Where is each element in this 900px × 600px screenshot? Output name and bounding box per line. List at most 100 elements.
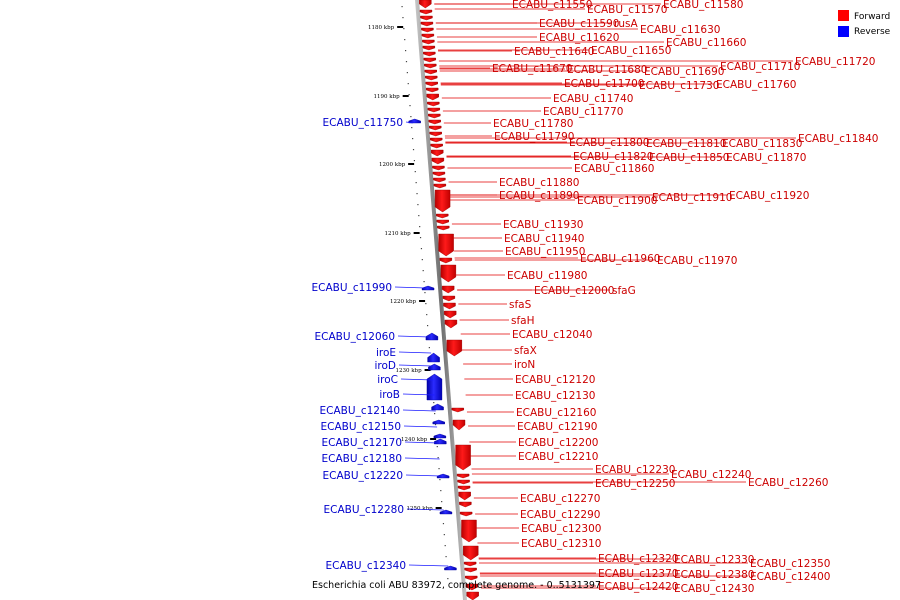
forward-gene-label: ECABU_c12190 <box>517 421 597 433</box>
forward-gene <box>427 101 440 107</box>
reverse-leader-line <box>405 121 413 124</box>
reverse-leader-line <box>398 364 433 367</box>
forward-gene-label: ECABU_c11760 <box>716 79 796 91</box>
scale-dot <box>444 545 446 547</box>
forward-gene-label: ECABU_c11720 <box>795 56 875 68</box>
forward-gene <box>429 131 442 137</box>
scale-dot <box>441 501 443 503</box>
forward-gene <box>426 93 439 101</box>
forward-gene-label: ECABU_c11620 <box>539 32 619 44</box>
forward-gene-label: ECABU_c11680 <box>567 64 647 76</box>
axis-tick-mark <box>408 163 415 165</box>
forward-gene-label: ECABU_c11980 <box>507 270 587 282</box>
scale-dot <box>413 160 415 162</box>
scale-dot <box>411 127 413 129</box>
reverse-gene-label: ECABU_c12140 <box>320 405 400 417</box>
forward-gene <box>433 177 446 183</box>
forward-gene <box>432 171 446 177</box>
forward-gene <box>428 113 441 119</box>
forward-gene-label: ECABU_c11880 <box>499 177 579 189</box>
forward-gene-label: ECABU_c11640 <box>514 46 594 58</box>
scale-dot <box>440 490 442 492</box>
forward-gene <box>461 519 477 543</box>
forward-gene-label: ECABU_c12290 <box>520 509 600 521</box>
forward-gene-label: ECABU_c11970 <box>657 255 737 267</box>
figure-caption: Escherichia coli ABU 83972, complete gen… <box>312 580 601 591</box>
scale-dot <box>401 6 403 8</box>
forward-gene-label: ECABU_c11950 <box>505 246 585 258</box>
forward-gene <box>423 51 436 57</box>
forward-gene <box>444 319 458 329</box>
forward-gene <box>436 219 449 225</box>
forward-gene-label: ECABU_c12350 <box>750 558 830 570</box>
forward-gene <box>465 583 479 591</box>
reverse-gene-label: iroC <box>377 374 398 386</box>
forward-gene <box>424 69 437 75</box>
axis-tick-mark <box>419 300 426 302</box>
axis-tick-mark <box>435 507 442 509</box>
forward-gene <box>459 501 472 508</box>
reverse-gene <box>408 118 421 124</box>
scale-dot <box>406 72 408 74</box>
scale-dot <box>443 534 445 536</box>
reverse-gene-label: ECABU_c12170 <box>322 437 402 449</box>
legend-reverse-label: Reverse <box>854 27 891 37</box>
forward-gene <box>458 491 471 501</box>
forward-gene <box>436 213 449 219</box>
forward-gene <box>463 545 479 561</box>
scale-dot <box>419 237 422 239</box>
scale-dot <box>447 578 449 580</box>
forward-gene <box>431 149 444 157</box>
scale-dot <box>421 259 423 261</box>
scale-dot <box>438 468 440 470</box>
forward-gene-label: ECABU_c11850 <box>649 152 729 164</box>
scale-dot <box>410 116 412 118</box>
forward-gene <box>465 575 478 581</box>
legend-forward-label: Forward <box>854 12 890 22</box>
scale-dot <box>415 182 417 184</box>
reverse-leader-line <box>400 378 434 381</box>
scale-dot <box>434 424 437 426</box>
scale-dot <box>416 193 418 195</box>
forward-gene-label: ECABU_c11920 <box>729 190 809 202</box>
forward-gene-label: ECABU_c12210 <box>518 451 598 463</box>
axis-tick-label: 1190 kbp <box>374 94 401 100</box>
scale-dot <box>423 281 425 283</box>
forward-gene <box>422 39 435 45</box>
forward-gene-label: ECABU_c11820 <box>573 151 653 163</box>
forward-gene <box>451 407 464 413</box>
forward-gene <box>421 33 435 39</box>
scale-dot <box>402 17 404 19</box>
forward-gene <box>421 27 434 33</box>
forward-gene-label: ECABU_c12120 <box>515 374 595 386</box>
forward-gene-label: ECABU_c12380 <box>674 569 754 581</box>
scale-dot <box>439 479 441 481</box>
axis-tick-mark <box>413 232 420 234</box>
scale-dot <box>419 226 421 228</box>
forward-gene-label: ECABU_c11550 <box>512 0 592 11</box>
scale-dot <box>428 347 430 349</box>
forward-gene <box>457 479 470 485</box>
forward-gene-label: ECABU_c12160 <box>516 407 596 419</box>
label-leader-lines <box>394 3 796 589</box>
reverse-gene-label: iroD <box>374 360 396 372</box>
forward-gene <box>430 137 443 143</box>
forward-gene-label: ECABU_c12270 <box>520 493 600 505</box>
axis-tick-mark <box>402 95 409 97</box>
reverse-gene <box>425 332 439 341</box>
reverse-gene <box>439 509 453 515</box>
forward-gene-label: ECABU_c11910 <box>652 192 732 204</box>
forward-gene <box>430 143 443 149</box>
reverse-leader-line <box>404 457 440 460</box>
forward-gene-label: ECABU_c11890 <box>499 190 579 202</box>
forward-gene <box>424 63 437 69</box>
reverse-leader-line <box>403 425 438 428</box>
reverse-leader-line <box>408 564 449 567</box>
forward-gene-label: ECABU_c11660 <box>666 37 746 49</box>
forward-gene <box>428 119 441 125</box>
reverse-leader-line <box>397 335 430 338</box>
forward-gene <box>443 310 457 319</box>
scale-dot <box>436 446 438 448</box>
forward-gene-label: ECABU_c12240 <box>671 469 751 481</box>
